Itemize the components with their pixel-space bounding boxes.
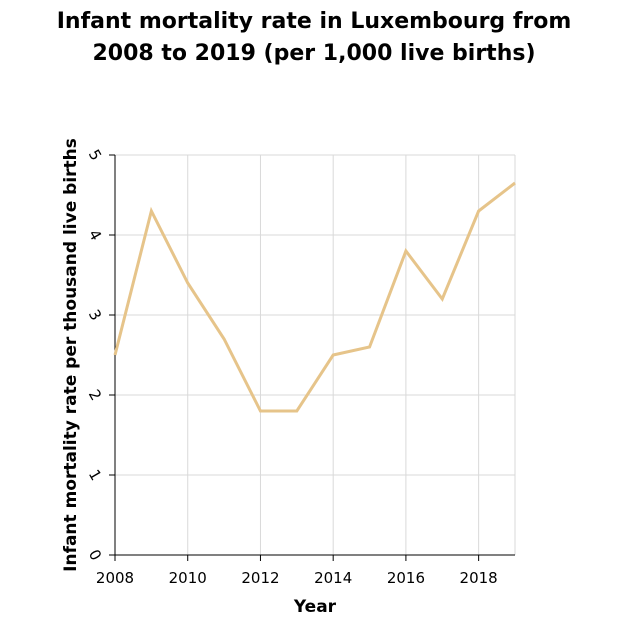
y-tick-label: 4	[85, 226, 105, 243]
y-tick-label: 5	[85, 146, 105, 163]
x-tick-label: 2010	[169, 569, 207, 587]
data-series	[113, 181, 516, 413]
x-tick-label: 2012	[241, 569, 279, 587]
chart-title-line-2: 2008 to 2019 (per 1,000 live births)	[92, 41, 535, 66]
x-axis-label: Year	[293, 597, 337, 617]
y-axis-label: Infant mortality rate per thousand live …	[61, 138, 81, 572]
y-tick-label: 0	[85, 546, 105, 563]
chart-title-line-1: Infant mortality rate in Luxembourg from	[57, 9, 572, 34]
y-tick-label: 1	[85, 466, 105, 483]
x-tick-label: 2014	[314, 569, 352, 587]
tick-marks: 0 1 2 3 4 5 2008 2010 2012 2014 2016 2018	[85, 146, 498, 587]
axes	[114, 155, 515, 556]
y-tick-label: 3	[85, 306, 105, 323]
series-line	[113, 181, 516, 413]
x-tick-label: 2018	[460, 569, 498, 587]
x-tick-label: 2016	[387, 569, 425, 587]
grid-lines	[115, 154, 516, 555]
y-tick-label: 2	[85, 386, 105, 403]
x-tick-label: 2008	[96, 569, 134, 587]
